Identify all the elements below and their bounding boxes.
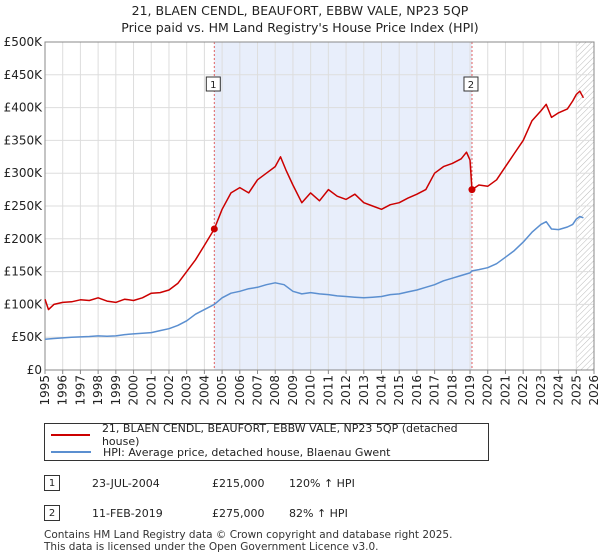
- legend: 21, BLAEN CENDL, BEAUFORT, EBBW VALE, NP…: [44, 422, 489, 461]
- x-tick-label: 1998: [91, 375, 105, 406]
- legend-item-property: 21, BLAEN CENDL, BEAUFORT, EBBW VALE, NP…: [51, 422, 488, 448]
- chart-title-line2: Price paid vs. HM Land Registry's House …: [121, 20, 479, 35]
- x-tick-label: 2004: [197, 375, 211, 406]
- sale-point-1: [210, 225, 218, 233]
- y-tick-label: £50K: [11, 330, 43, 344]
- legend-swatch-property: [51, 434, 90, 436]
- x-tick-label: 2014: [374, 375, 388, 406]
- sale-label-2: 2: [468, 80, 474, 91]
- footer: Contains HM Land Registry data © Crown c…: [44, 529, 453, 553]
- footer-license: This data is licensed under the Open Gov…: [44, 540, 379, 553]
- sale-row-1: 1 23-JUL-2004 £215,000 120% ↑ HPI: [44, 473, 444, 493]
- legend-label-property: 21, BLAEN CENDL, BEAUFORT, EBBW VALE, NP…: [101, 422, 458, 448]
- x-tick-label: 2018: [445, 375, 459, 406]
- x-tick-label: 2000: [127, 375, 141, 406]
- x-tick-label: 2026: [587, 375, 600, 406]
- x-tick-label: 2005: [215, 375, 229, 406]
- y-tick-label: £500K: [4, 35, 44, 49]
- x-tick-label: 2001: [144, 375, 158, 406]
- x-tick-label: 2020: [481, 375, 495, 406]
- x-tick-label: 2010: [304, 375, 318, 406]
- x-tick-label: 2025: [569, 375, 583, 406]
- sale-date-1: 23-JUL-2004: [92, 476, 160, 490]
- y-tick-label: £100K: [4, 297, 44, 311]
- footer-copyright: Contains HM Land Registry data © Crown c…: [44, 529, 453, 541]
- x-tick-label: 2013: [357, 375, 371, 406]
- legend-label-hpi: HPI: Average price, detached house, Blae…: [103, 445, 391, 459]
- x-tick-label: 2019: [463, 375, 477, 406]
- x-tick-label: 2006: [233, 375, 247, 406]
- sale-label-1: 1: [210, 80, 216, 91]
- sale-label-box-1: [205, 76, 221, 92]
- sale-price-1: £215,000: [212, 476, 265, 490]
- x-tick-label: 1995: [38, 375, 52, 406]
- price-chart: £0 £50K £100K £150K £200K £250K £300K £350K £400…: [4, 35, 600, 406]
- x-tick-label: 2023: [534, 375, 548, 406]
- sale-hpi-change-2: 82% ↑ HPI: [289, 506, 348, 520]
- x-tick-label: 2003: [180, 375, 194, 406]
- x-tick-label: 2017: [428, 375, 442, 406]
- x-tick-label: 2011: [321, 375, 335, 406]
- chart-title-line1: 21, BLAEN CENDL, BEAUFORT, EBBW VALE, NP…: [131, 3, 469, 18]
- y-tick-label: £150K: [4, 265, 44, 279]
- y-tick-label: £450K: [4, 68, 44, 82]
- y-tick-label: £400K: [4, 101, 44, 115]
- plot-frame: [44, 41, 595, 371]
- y-tick-label: £350K: [4, 133, 44, 147]
- x-tick-label: 2012: [339, 375, 353, 406]
- sale-hpi-change-1: 120% ↑ HPI: [289, 476, 355, 490]
- sale-price-2: £275,000: [212, 506, 265, 520]
- y-tick-label: £200K: [4, 232, 44, 246]
- x-tick-label: 2009: [286, 375, 300, 406]
- x-tick-label: 1999: [109, 375, 123, 406]
- sale-point-2: [468, 186, 476, 194]
- x-tick-label: 2015: [392, 375, 406, 406]
- sale-badge-1: 1: [44, 475, 60, 491]
- x-tick-label: 2008: [268, 375, 282, 406]
- chart-title: 21, BLAEN CENDL, BEAUFORT, EBBW VALE, NP…: [0, 2, 600, 36]
- hpi-line: [44, 215, 584, 340]
- y-tick-label: £250K: [4, 199, 44, 213]
- x-tick-label: 2022: [516, 375, 530, 406]
- sale-row-2: 2 11-FEB-2019 £275,000 82% ↑ HPI: [44, 503, 444, 523]
- property-price-line: [44, 90, 585, 311]
- y-tick-label: £300K: [4, 166, 44, 180]
- sale-date-2: 11-FEB-2019: [92, 506, 163, 520]
- x-tick-label: 1996: [56, 375, 70, 406]
- sale-label-box-2: [463, 76, 479, 92]
- x-tick-label: 2016: [410, 375, 424, 406]
- x-tick-label: 2002: [162, 375, 176, 406]
- y-tick-label: £0: [27, 363, 42, 377]
- x-tick-label: 2021: [498, 375, 512, 406]
- sale-badge-2: 2: [44, 505, 60, 521]
- x-tick-label: 2024: [552, 375, 566, 406]
- x-tick-label: 1997: [73, 375, 87, 406]
- x-tick-label: 2007: [251, 375, 265, 406]
- legend-swatch-hpi: [51, 451, 91, 453]
- legend-item-hpi: HPI: Average price, detached house, Blae…: [51, 444, 391, 460]
